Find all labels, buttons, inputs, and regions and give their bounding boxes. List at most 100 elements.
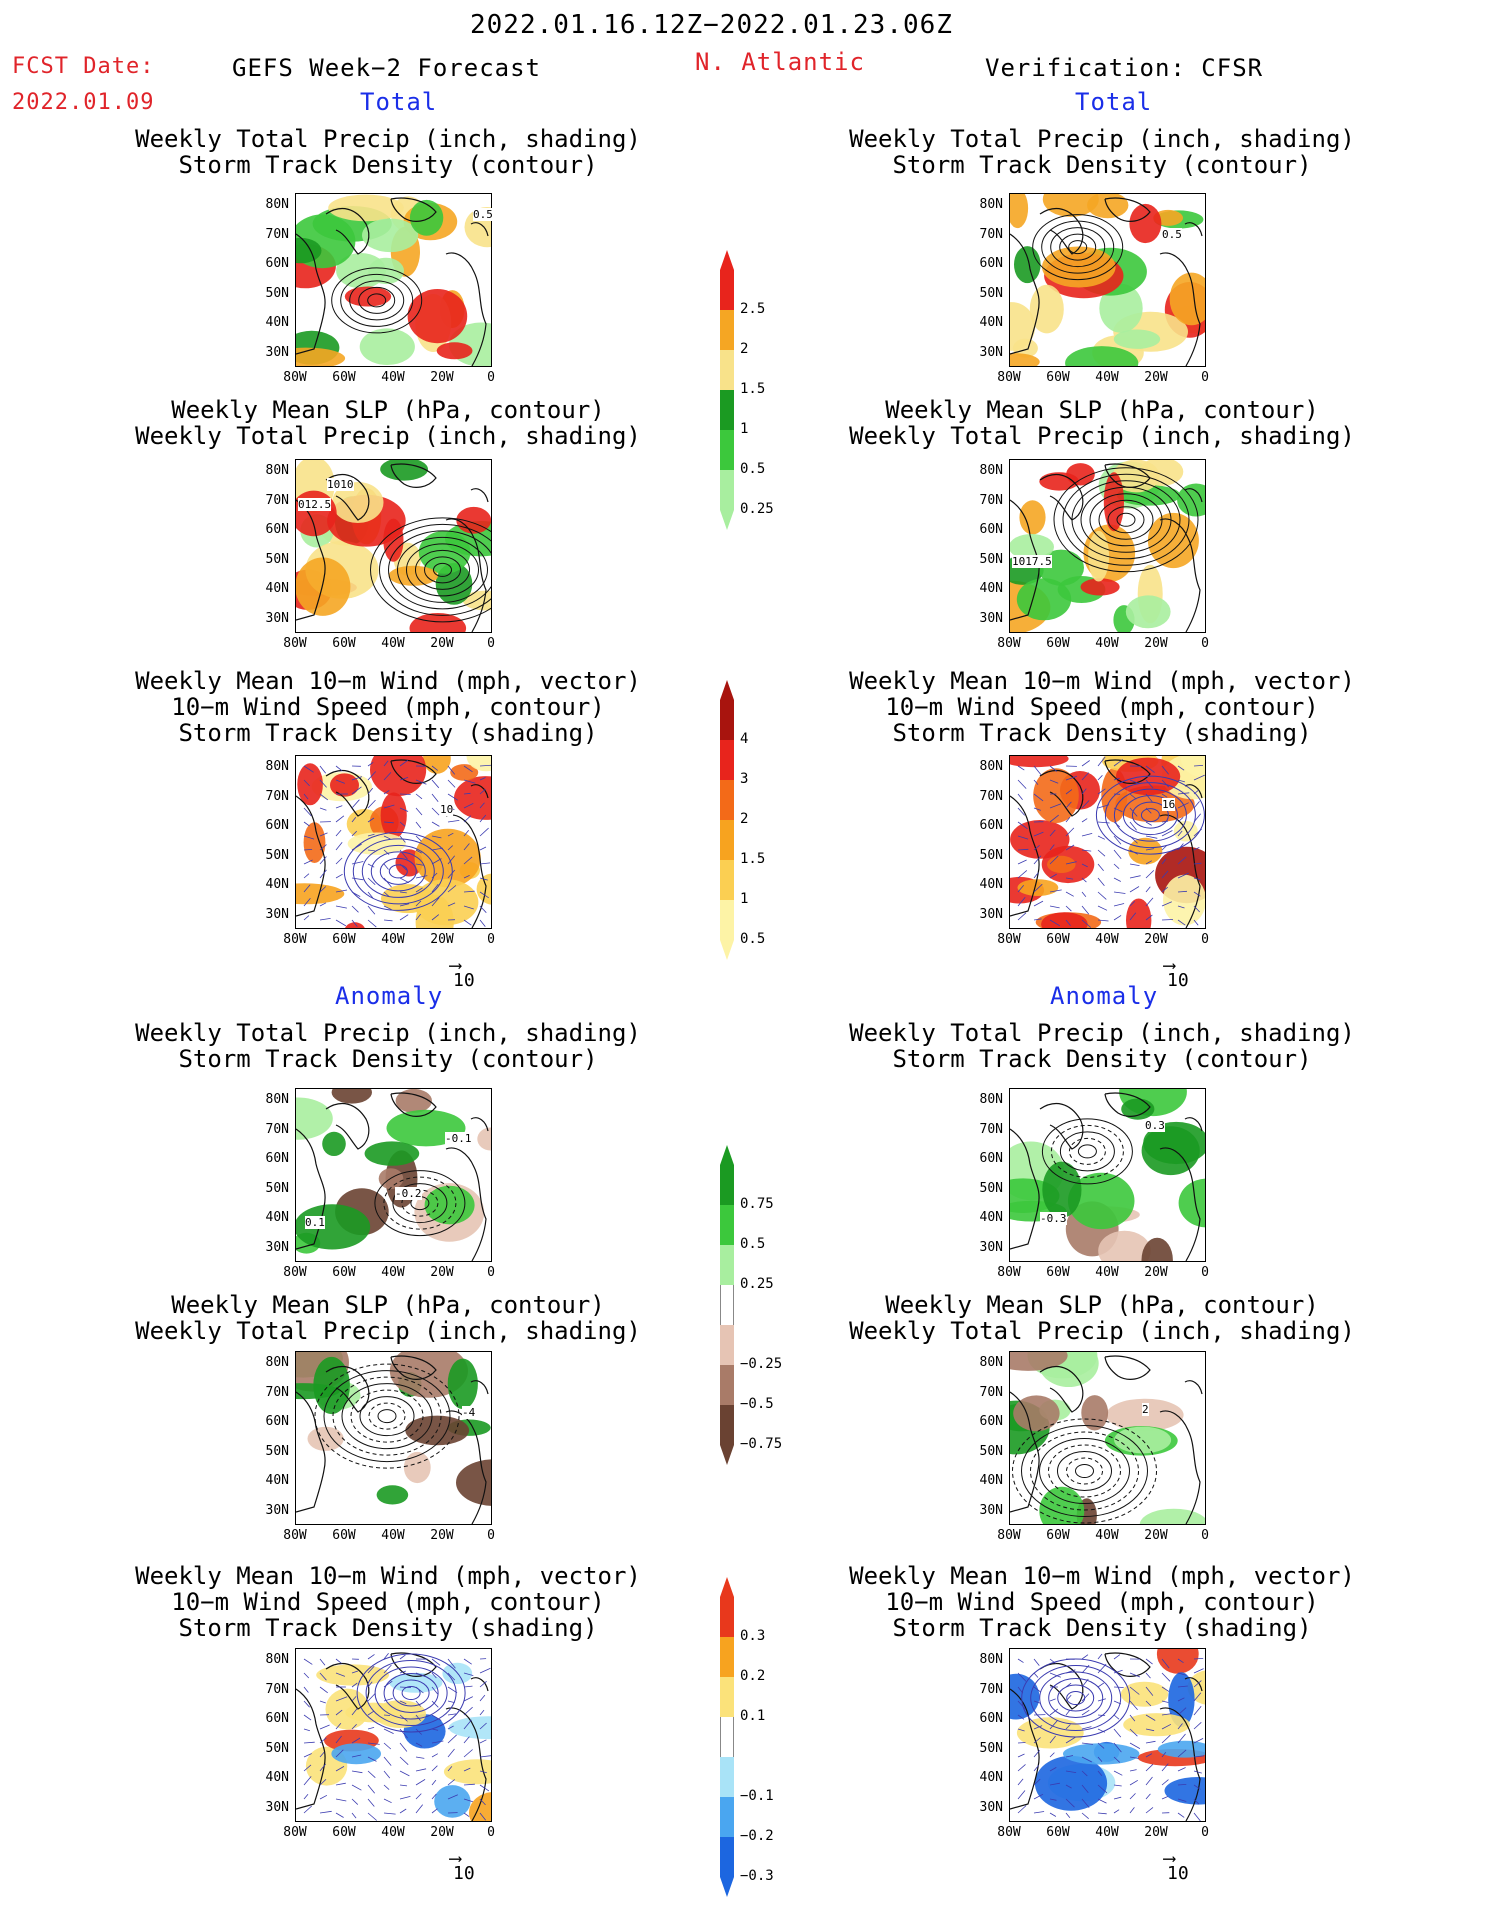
lon-label-0: 0 [487, 1528, 495, 1543]
precip-shading [1010, 194, 1205, 366]
lat-label-30n: 30N [979, 344, 1003, 360]
lon-label-60w: 60W [1046, 1265, 1070, 1280]
fcst-total-slp-precip-title-line-2: Weekly Total Precip (inch, shading) [135, 422, 641, 450]
storm-track-anomaly-colorbar [720, 1577, 734, 1897]
obs-anom-slp-precip-title-line-1: Weekly Mean SLP (hPa, contour) [885, 1291, 1319, 1319]
precip-total-colorbar [720, 250, 734, 530]
lat-label-70n: 70N [265, 1681, 289, 1697]
fcst-anom-slp-precip-map [295, 1351, 492, 1525]
lon-label-80w: 80W [283, 1825, 307, 1840]
lat-label-40n: 40N [979, 315, 1003, 330]
precip-shading [1010, 1089, 1205, 1261]
wind-vectors [303, 1652, 491, 1821]
lat-label-50n: 50N [265, 1740, 289, 1756]
lon-label-20w: 20W [1144, 1265, 1168, 1280]
fcst-total-label: Total [360, 88, 438, 116]
storm-track-anomaly-colorbar-segment [720, 1757, 734, 1797]
precip-total-colorbar-label: 0.5 [740, 461, 766, 477]
contour-label-obs-total-track: 0.5 [1162, 228, 1182, 241]
fcst-total-wind-track-title-line-2: 10−m Wind Speed (mph, contour) [171, 693, 605, 721]
storm-track-density-shading [1010, 1649, 1205, 1811]
storm-track-contours [1041, 1118, 1133, 1185]
precip-anomaly-colorbar-label: −0.25 [740, 1356, 783, 1372]
storm-track-anomaly-colorbar-label: 0.1 [740, 1708, 766, 1724]
obs-anom-slp-precip-title-line-2: Weekly Total Precip (inch, shading) [849, 1317, 1355, 1345]
lat-label-60n: 60N [265, 256, 289, 271]
storm-track-total-colorbar-top-cap [720, 680, 734, 700]
lat-label-60n: 60N [265, 1711, 289, 1726]
fcst-anom-slp-precip-title-line-2: Weekly Total Precip (inch, shading) [135, 1317, 641, 1345]
lon-label-40w: 40W [1095, 1528, 1119, 1543]
lat-label-40n: 40N [265, 315, 289, 330]
lat-label-60n: 60N [265, 522, 289, 537]
lon-label-60w: 60W [1046, 1528, 1070, 1543]
storm-track-anomaly-colorbar-segment [720, 1677, 734, 1717]
lon-label-20w: 20W [430, 932, 454, 947]
coastline [1010, 1092, 1203, 1261]
fcst-anom-precip-track-title-line-2: Storm Track Density (contour) [178, 1045, 598, 1073]
precip-anomaly-colorbar-segment [720, 1405, 734, 1445]
precip-shading [1010, 1352, 1205, 1524]
precip-total-colorbar-label: 0.25 [740, 501, 774, 517]
contour-label-fcst-total-slp-b: 012.5 [298, 498, 332, 511]
obs-total-slp-precip-map [1009, 459, 1206, 633]
fcst-total-precip-track-title-line-2: Storm Track Density (contour) [178, 151, 598, 179]
wind-speed-contours [343, 831, 453, 911]
fcst-anom-wind-track-title-line-2: 10−m Wind Speed (mph, contour) [171, 1588, 605, 1616]
storm-track-total-colorbar-label: 1.5 [740, 851, 766, 867]
storm-track-anomaly-colorbar-segment [720, 1597, 734, 1637]
lat-label-70n: 70N [265, 492, 289, 508]
storm-track-total-colorbar-segment [720, 700, 734, 740]
slp-contours [1012, 1418, 1157, 1524]
storm-track-anomaly-colorbar-label: −0.1 [740, 1788, 774, 1804]
lat-label-80n: 80N [265, 1652, 289, 1667]
fcst-total-precip-track-title-line-1: Weekly Total Precip (inch, shading) [135, 125, 641, 153]
storm-track-total-colorbar-label: 0.5 [740, 931, 766, 947]
lat-label-40n: 40N [979, 1473, 1003, 1488]
lat-label-70n: 70N [265, 788, 289, 804]
lat-label-80n: 80N [979, 1355, 1003, 1370]
precip-total-colorbar-label: 1 [740, 421, 749, 437]
lon-label-0: 0 [487, 1265, 495, 1280]
obs-total-precip-track-title-line-1: Weekly Total Precip (inch, shading) [849, 125, 1355, 153]
lat-label-60n: 60N [265, 1151, 289, 1166]
lat-label-80n: 80N [979, 1652, 1003, 1667]
lon-label-80w: 80W [997, 1825, 1021, 1840]
lat-label-50n: 50N [979, 847, 1003, 863]
fcst-anom-wind-track-title-line-1: Weekly Mean 10−m Wind (mph, vector) [135, 1562, 641, 1590]
obs-anom-wind-track-title-line-3: Storm Track Density (shading) [892, 1614, 1312, 1642]
lon-label-20w: 20W [430, 1528, 454, 1543]
fcst-date-label: FCST Date: [12, 54, 155, 79]
lon-label-40w: 40W [1095, 1825, 1119, 1840]
wind-speed-contours [1095, 775, 1205, 855]
coastline [1010, 1355, 1203, 1524]
lat-label-30n: 30N [979, 610, 1003, 626]
lon-label-20w: 20W [430, 636, 454, 651]
fcst-anom-slp-precip-title-line-1: Weekly Mean SLP (hPa, contour) [171, 1291, 605, 1319]
storm-track-contours [331, 267, 423, 334]
storm-track-density-shading [305, 1662, 491, 1821]
lon-label-20w: 20W [1144, 636, 1168, 651]
lon-label-40w: 40W [381, 1265, 405, 1280]
lat-label-40n: 40N [979, 581, 1003, 596]
lat-label-40n: 40N [979, 1210, 1003, 1225]
lon-label-0: 0 [1201, 1825, 1209, 1840]
lat-label-30n: 30N [979, 906, 1003, 922]
lon-label-20w: 20W [430, 370, 454, 385]
forecast-heading: GEFS Week−2 Forecast [232, 54, 541, 82]
verification-heading: Verification: CFSR [985, 54, 1264, 82]
precip-anomaly-colorbar-label: 0.75 [740, 1196, 774, 1212]
obs-anom-wind-track-title-line-1: Weekly Mean 10−m Wind (mph, vector) [849, 1562, 1355, 1590]
lat-label-60n: 60N [979, 1151, 1003, 1166]
lon-label-60w: 60W [332, 1825, 356, 1840]
lat-label-50n: 50N [265, 1180, 289, 1196]
precip-anomaly-colorbar-segment [720, 1245, 734, 1285]
contour-label-obs-total-wind: 16 [1162, 798, 1176, 811]
precip-anomaly-colorbar-segment [720, 1285, 734, 1325]
lat-label-70n: 70N [979, 1121, 1003, 1137]
storm-track-anomaly-colorbar-segment [720, 1797, 734, 1837]
wind-vectors [303, 759, 491, 928]
obs-total-wind-track-title-line-3: Storm Track Density (shading) [892, 719, 1312, 747]
precip-shading [296, 194, 491, 366]
lon-label-20w: 20W [1144, 932, 1168, 947]
